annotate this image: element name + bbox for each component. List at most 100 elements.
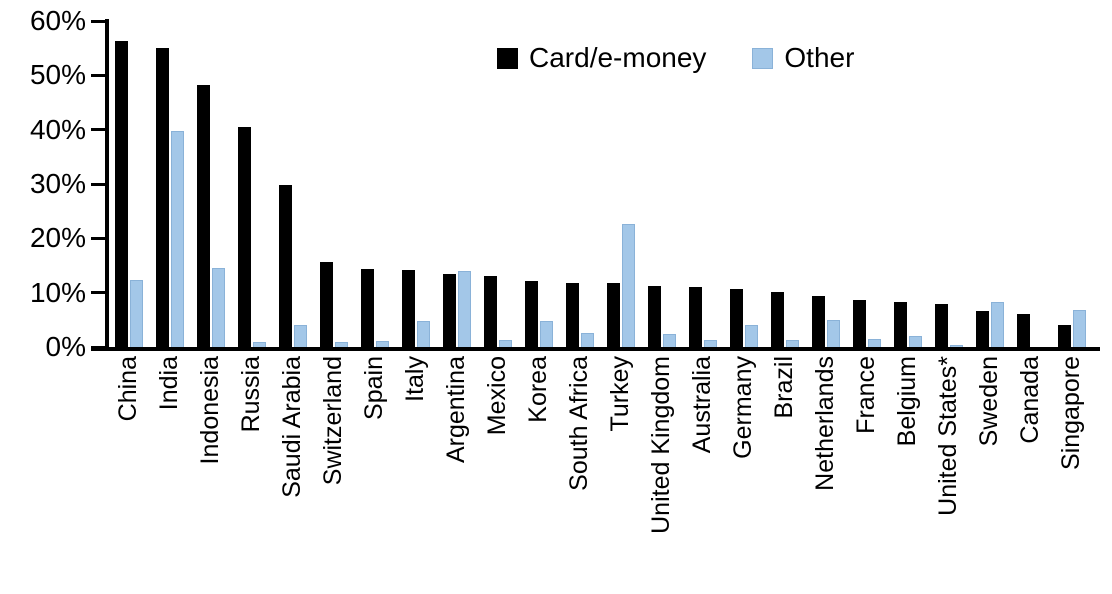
y-axis-label: 20%	[29, 222, 86, 254]
bar-card-e-money	[934, 304, 948, 347]
x-label-cell: Canada	[1010, 356, 1051, 592]
bar-group	[887, 21, 928, 347]
x-label-cell: Turkey	[600, 356, 641, 592]
bar-other	[539, 321, 553, 347]
y-axis-label: 30%	[29, 168, 86, 199]
x-axis-label: Korea	[523, 356, 552, 423]
x-axis-label: Australia	[687, 356, 716, 454]
legend: Card/e-money Other	[497, 42, 854, 74]
x-axis-label: Sweden	[974, 356, 1003, 447]
x-label-cell: Korea	[518, 356, 559, 592]
x-label-cell: South Africa	[559, 356, 600, 592]
y-axis-tick	[91, 182, 106, 186]
bar-group	[1010, 21, 1051, 347]
bar-card-e-money	[729, 288, 743, 347]
x-label-cell: Australia	[682, 356, 723, 592]
x-label-cell: Indonesia	[190, 356, 231, 592]
y-axis-label: 50%	[29, 59, 86, 91]
bar-group	[149, 21, 190, 347]
bar-group	[108, 21, 149, 347]
bar-other	[334, 342, 348, 347]
bar-other	[498, 339, 512, 347]
bar-other	[293, 325, 307, 347]
x-label-cell: Switzerland	[313, 356, 354, 592]
bar-other	[1072, 310, 1086, 347]
x-axis-line	[91, 347, 1100, 351]
bar-other	[375, 341, 389, 347]
bar-card-e-money	[155, 48, 169, 347]
x-axis-label: Switzerland	[318, 356, 347, 486]
x-label-cell: United Kingdom	[641, 356, 682, 592]
x-label-cell: Netherlands	[805, 356, 846, 592]
bar-group	[354, 21, 395, 347]
bar-group	[723, 21, 764, 347]
x-axis-label: China	[113, 356, 142, 422]
legend-label-other: Other	[784, 42, 855, 73]
x-axis-label: Turkey	[605, 356, 634, 432]
x-label-cell: Belgium	[887, 356, 928, 592]
x-label-cell: France	[846, 356, 887, 592]
y-axis-tick	[91, 19, 106, 23]
bar-group	[272, 21, 313, 347]
bar-group	[846, 21, 887, 347]
y-axis-tick	[91, 345, 106, 349]
x-axis-label: Russia	[236, 356, 265, 433]
x-axis-label: Singapore	[1056, 356, 1085, 470]
bar-group	[600, 21, 641, 347]
x-axis-label: Belgium	[892, 356, 921, 447]
bar-card-e-money	[811, 295, 825, 347]
y-axis-tick	[91, 73, 106, 77]
bar-group	[395, 21, 436, 347]
bar-card-e-money	[975, 310, 989, 347]
x-label-cell: Argentina	[436, 356, 477, 592]
bar-card-e-money	[647, 286, 661, 347]
bar-card-e-money	[606, 283, 620, 347]
bar-group	[641, 21, 682, 347]
bar-group	[231, 21, 272, 347]
legend-item-card-e-money: Card/e-money	[497, 42, 706, 74]
bar-group	[764, 21, 805, 347]
x-label-cell: Brazil	[764, 356, 805, 592]
plot-area	[108, 21, 1092, 347]
x-axis-label: Germany	[728, 356, 757, 459]
bar-group	[477, 21, 518, 347]
bar-group	[928, 21, 969, 347]
legend-label-card-e-money: Card/e-money	[529, 42, 707, 73]
bar-card-e-money	[565, 282, 579, 347]
bar-card-e-money	[1016, 313, 1030, 347]
bar-group	[518, 21, 559, 347]
bar-card-e-money	[114, 41, 128, 347]
bar-other	[129, 280, 143, 347]
bar-other	[908, 336, 922, 347]
bar-group	[436, 21, 477, 347]
x-axis-label: Saudi Arabia	[277, 356, 306, 498]
bar-group	[1051, 21, 1092, 347]
x-axis-label: Netherlands	[810, 356, 839, 491]
legend-swatch-card-e-money	[497, 47, 518, 69]
bar-card-e-money	[442, 273, 456, 347]
x-axis-label: Indonesia	[195, 356, 224, 465]
bar-card-e-money	[401, 269, 415, 347]
bar-group	[969, 21, 1010, 347]
bar-other	[580, 333, 594, 347]
y-axis-label: 40%	[29, 113, 86, 145]
bar-group	[313, 21, 354, 347]
x-axis-label: Canada	[1015, 356, 1044, 444]
x-axis-label: South Africa	[564, 356, 593, 491]
legend-item-other: Other	[752, 42, 854, 74]
y-axis-line	[105, 19, 109, 351]
bar-card-e-money	[278, 184, 292, 347]
bar-card-e-money	[237, 126, 251, 347]
bar-other	[826, 320, 840, 347]
bar-card-e-money	[524, 280, 538, 347]
x-label-cell: Mexico	[477, 356, 518, 592]
x-axis-label: United States*	[933, 356, 962, 516]
x-axis-label: France	[851, 356, 880, 434]
bar-card-e-money	[319, 261, 333, 347]
x-axis-label: Spain	[359, 356, 388, 420]
legend-swatch-other	[752, 47, 774, 69]
bar-card-e-money	[196, 84, 210, 347]
bar-card-e-money	[483, 276, 497, 347]
x-label-cell: India	[149, 356, 190, 592]
